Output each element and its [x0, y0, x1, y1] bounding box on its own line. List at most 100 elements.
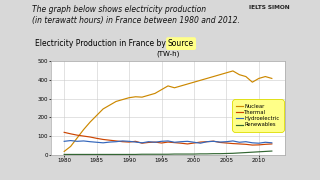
Hydroelectric — [127, 140, 131, 142]
Hydroelectric — [205, 141, 209, 143]
Hydroelectric — [212, 140, 215, 142]
Thermal — [101, 138, 105, 141]
Renewables — [121, 153, 124, 156]
Nuclear — [186, 83, 189, 85]
Thermal — [75, 134, 79, 136]
Nuclear — [212, 75, 215, 78]
Thermal — [263, 143, 267, 145]
Hydroelectric — [224, 141, 228, 143]
Renewables — [95, 153, 99, 156]
Hydroelectric — [134, 141, 138, 143]
Nuclear — [160, 89, 164, 91]
Hydroelectric — [198, 142, 202, 144]
Thermal — [198, 141, 202, 143]
Thermal — [121, 141, 124, 143]
Hydroelectric — [108, 141, 111, 143]
Thermal — [224, 142, 228, 144]
Renewables — [192, 153, 196, 155]
Nuclear — [231, 70, 235, 72]
Hydroelectric — [218, 141, 222, 143]
Renewables — [251, 151, 254, 153]
Renewables — [127, 153, 131, 156]
Thermal — [140, 142, 144, 144]
Renewables — [62, 153, 66, 156]
Text: The graph below shows electricity production
(in terawatt hours) in France betwe: The graph below shows electricity produc… — [32, 5, 240, 25]
Thermal — [172, 141, 176, 144]
Thermal — [134, 140, 138, 142]
Line: Hydroelectric: Hydroelectric — [64, 141, 272, 143]
Thermal — [160, 142, 164, 144]
Renewables — [88, 153, 92, 156]
Nuclear — [205, 77, 209, 80]
Renewables — [237, 152, 241, 154]
Renewables — [140, 153, 144, 155]
Hydroelectric — [82, 140, 85, 142]
Hydroelectric — [153, 141, 157, 143]
Nuclear — [140, 96, 144, 98]
Renewables — [263, 150, 267, 152]
Thermal — [251, 144, 254, 146]
Renewables — [270, 150, 274, 152]
Renewables — [218, 153, 222, 155]
Hydroelectric — [114, 141, 118, 143]
Thermal — [166, 141, 170, 143]
Thermal — [205, 141, 209, 143]
Text: Electricity Production in France by: Electricity Production in France by — [35, 39, 168, 48]
Hydroelectric — [257, 142, 261, 144]
Renewables — [114, 153, 118, 156]
Hydroelectric — [121, 140, 124, 142]
Hydroelectric — [270, 142, 274, 144]
Hydroelectric — [160, 140, 164, 142]
Hydroelectric — [231, 140, 235, 142]
Hydroelectric — [69, 140, 73, 142]
Nuclear — [101, 108, 105, 110]
Hydroelectric — [192, 141, 196, 143]
Nuclear — [263, 75, 267, 78]
Nuclear — [251, 81, 254, 83]
Nuclear — [237, 74, 241, 76]
Text: (TW-h): (TW-h) — [156, 51, 180, 57]
Thermal — [218, 141, 222, 143]
Renewables — [147, 153, 150, 155]
Line: Nuclear: Nuclear — [64, 71, 272, 151]
Thermal — [88, 136, 92, 138]
Renewables — [205, 153, 209, 155]
Renewables — [257, 151, 261, 153]
Renewables — [69, 153, 73, 156]
Text: Source: Source — [168, 39, 194, 48]
Legend: Nuclear, Thermal, Hydroelectric, Renewables: Nuclear, Thermal, Hydroelectric, Renewab… — [234, 101, 282, 130]
Hydroelectric — [62, 140, 66, 142]
Nuclear — [62, 150, 66, 152]
Thermal — [270, 143, 274, 145]
Thermal — [212, 140, 215, 142]
Renewables — [231, 152, 235, 154]
Thermal — [114, 140, 118, 142]
Renewables — [179, 153, 183, 155]
Renewables — [108, 153, 111, 156]
Nuclear — [166, 85, 170, 87]
Hydroelectric — [88, 141, 92, 143]
Renewables — [172, 153, 176, 155]
Hydroelectric — [101, 142, 105, 144]
Renewables — [186, 153, 189, 155]
Nuclear — [108, 104, 111, 106]
Nuclear — [270, 77, 274, 80]
Thermal — [82, 135, 85, 137]
Thermal — [192, 142, 196, 144]
Nuclear — [179, 85, 183, 87]
Renewables — [160, 153, 164, 155]
Nuclear — [192, 81, 196, 83]
Nuclear — [218, 74, 222, 76]
Nuclear — [75, 137, 79, 139]
Thermal — [153, 141, 157, 143]
Hydroelectric — [166, 140, 170, 142]
Line: Thermal: Thermal — [64, 132, 272, 145]
Hydroelectric — [140, 142, 144, 144]
Thermal — [231, 143, 235, 145]
Thermal — [127, 141, 131, 143]
Nuclear — [88, 121, 92, 123]
Hydroelectric — [251, 142, 254, 144]
Hydroelectric — [244, 141, 248, 143]
Nuclear — [147, 94, 150, 96]
Thermal — [237, 143, 241, 145]
